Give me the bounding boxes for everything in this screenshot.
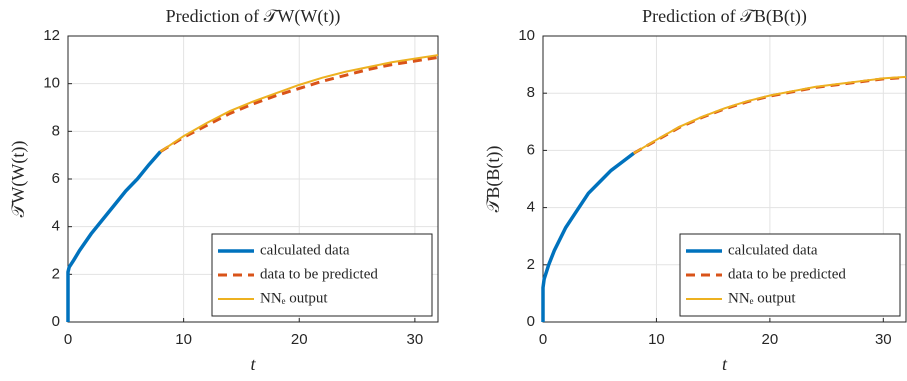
- x-tick-label: 20: [762, 331, 779, 348]
- y-tick-label: 8: [527, 84, 535, 101]
- series-line: [159, 54, 439, 153]
- x-axis-label: t: [722, 354, 728, 374]
- y-axis-label: 𝒯W(W(t)): [8, 141, 29, 218]
- y-tick-label: 0: [527, 313, 535, 330]
- y-tick-label: 10: [43, 75, 60, 92]
- legend-label: NNₑ output: [260, 290, 328, 306]
- y-tick-label: 6: [52, 170, 60, 187]
- axes-box: [67, 35, 439, 323]
- y-tick-label: 6: [527, 141, 535, 158]
- y-tick-label: 10: [518, 27, 535, 44]
- series-line: [633, 75, 907, 155]
- axes-box: [542, 35, 907, 323]
- x-axis-label: t: [250, 354, 256, 374]
- x-tick-label: 10: [648, 331, 665, 348]
- legend-label: NNₑ output: [728, 290, 796, 306]
- x-tick-label: 0: [64, 331, 72, 348]
- y-tick-label: 2: [527, 256, 535, 273]
- y-tick-label: 4: [527, 199, 535, 216]
- chart-title: Prediction of 𝒯W(W(t)): [166, 6, 341, 27]
- y-tick-label: 2: [52, 265, 60, 282]
- x-tick-label: 10: [175, 331, 192, 348]
- x-tick-label: 0: [539, 331, 547, 348]
- y-axis-label: 𝒯B(B(t)): [483, 146, 504, 213]
- chart-title: Prediction of 𝒯B(B(t)): [642, 6, 807, 27]
- x-tick-label: 30: [875, 331, 892, 348]
- x-tick-label: 30: [407, 331, 424, 348]
- x-tick-label: 20: [291, 331, 308, 348]
- legend-label: calculated data: [728, 242, 818, 258]
- series-line: [66, 150, 162, 322]
- y-tick-label: 4: [52, 218, 60, 235]
- legend-label: calculated data: [260, 242, 350, 258]
- series-line: [159, 55, 439, 153]
- y-tick-label: 0: [52, 313, 60, 330]
- y-tick-label: 12: [43, 27, 60, 44]
- legend-label: data to be predicted: [260, 266, 378, 282]
- series-line: [541, 151, 635, 322]
- y-tick-label: 8: [52, 122, 60, 139]
- legend-label: data to be predicted: [728, 266, 846, 282]
